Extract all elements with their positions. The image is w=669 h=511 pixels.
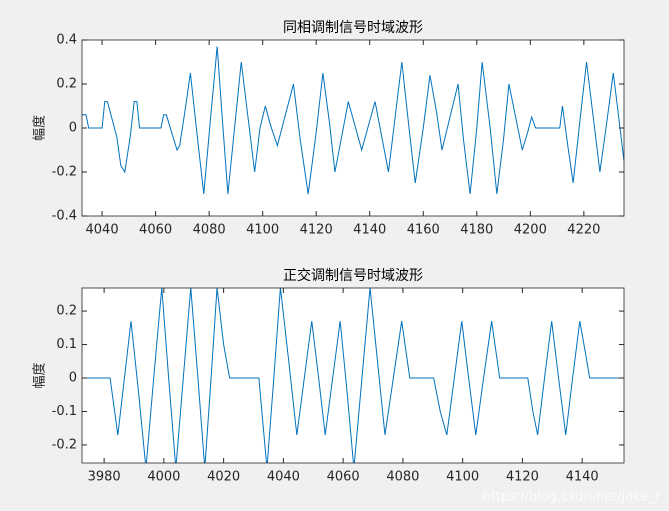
x-tick-label: 4200	[514, 223, 547, 238]
x-tick-label: 4080	[193, 223, 226, 238]
x-tick-label: 3980	[88, 470, 121, 485]
axes-background	[82, 288, 624, 463]
x-tick-label: 4060	[139, 223, 172, 238]
x-tick-label: 4100	[446, 470, 479, 485]
y-tick-label: -0.4	[52, 209, 77, 224]
chart-title: 同相调制信号时域波形	[283, 20, 423, 36]
y-tick-label: 0	[69, 121, 77, 136]
y-tick-label: 0.1	[56, 337, 77, 352]
x-tick-label: 4160	[407, 223, 440, 238]
axes-box	[81, 287, 625, 464]
x-tick-label: 4000	[147, 470, 180, 485]
x-tick-label: 4180	[460, 223, 493, 238]
y-tick-label: 0	[69, 371, 77, 386]
axes-background	[82, 40, 624, 216]
x-tick-label: 4220	[567, 223, 600, 238]
y-tick-label: 0.2	[56, 304, 77, 319]
x-tick-label: 4120	[506, 470, 539, 485]
y-tick-label: -0.2	[52, 437, 77, 452]
x-tick-label: 4080	[386, 470, 419, 485]
x-tick-label: 4060	[327, 470, 360, 485]
x-tick-label: 4020	[207, 470, 240, 485]
watermark: https://blog.csdn.net/joke_r	[482, 490, 660, 505]
x-tick-label: 4140	[566, 470, 599, 485]
signal-line	[82, 46, 624, 195]
x-tick-label: 4140	[353, 223, 386, 238]
y-axis-label: 幅度	[32, 115, 48, 141]
y-axis-label: 幅度	[32, 362, 48, 388]
signal-line	[82, 288, 624, 463]
chart-title: 正交调制信号时域波形	[283, 267, 423, 284]
x-tick-label: 4100	[246, 223, 279, 238]
x-tick-label: 4040	[267, 470, 300, 485]
y-tick-label: -0.1	[52, 404, 77, 419]
y-tick-label: -0.2	[52, 165, 77, 180]
x-tick-label: 4120	[300, 223, 333, 238]
y-tick-label: 0.4	[56, 33, 77, 48]
y-tick-label: 0.2	[56, 77, 77, 92]
x-tick-label: 4040	[86, 223, 119, 238]
